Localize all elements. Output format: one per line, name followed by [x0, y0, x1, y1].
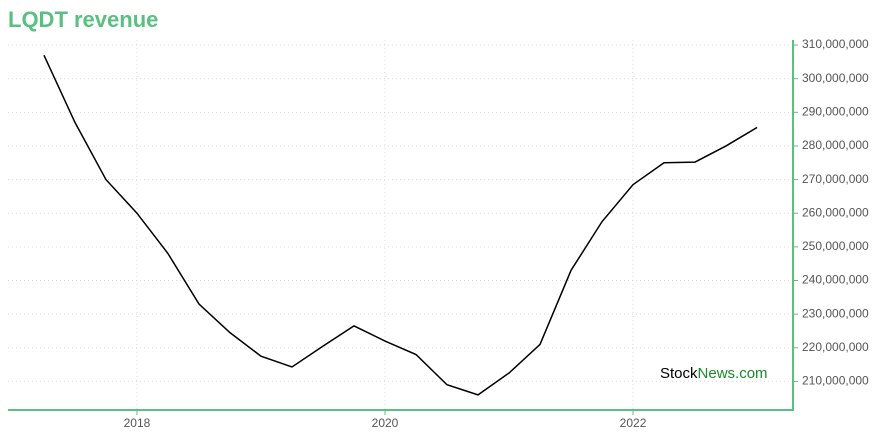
chart-title: LQDT revenue [8, 7, 158, 32]
y-tick-label: 280,000,000 [802, 138, 869, 152]
watermark: StockNews.com [660, 365, 768, 382]
x-tick-label: 2020 [372, 416, 399, 430]
y-tick-label: 300,000,000 [802, 71, 869, 85]
watermark-part: News.com [698, 365, 768, 382]
y-tick-label: 220,000,000 [802, 340, 869, 354]
y-tick-label: 270,000,000 [802, 172, 869, 186]
y-tick-label: 230,000,000 [802, 306, 869, 320]
y-tick-label: 260,000,000 [802, 205, 869, 219]
y-tick-label: 310,000,000 [802, 37, 869, 51]
y-tick-label: 250,000,000 [802, 239, 869, 253]
y-tick-label: 290,000,000 [802, 104, 869, 118]
y-tick-label: 210,000,000 [802, 374, 869, 388]
watermark-part: Stock [660, 365, 698, 382]
line [43, 54, 758, 396]
x-tick-label: 2018 [124, 416, 151, 430]
x-tick-label: 2022 [620, 416, 647, 430]
y-tick-label: 240,000,000 [802, 273, 869, 287]
